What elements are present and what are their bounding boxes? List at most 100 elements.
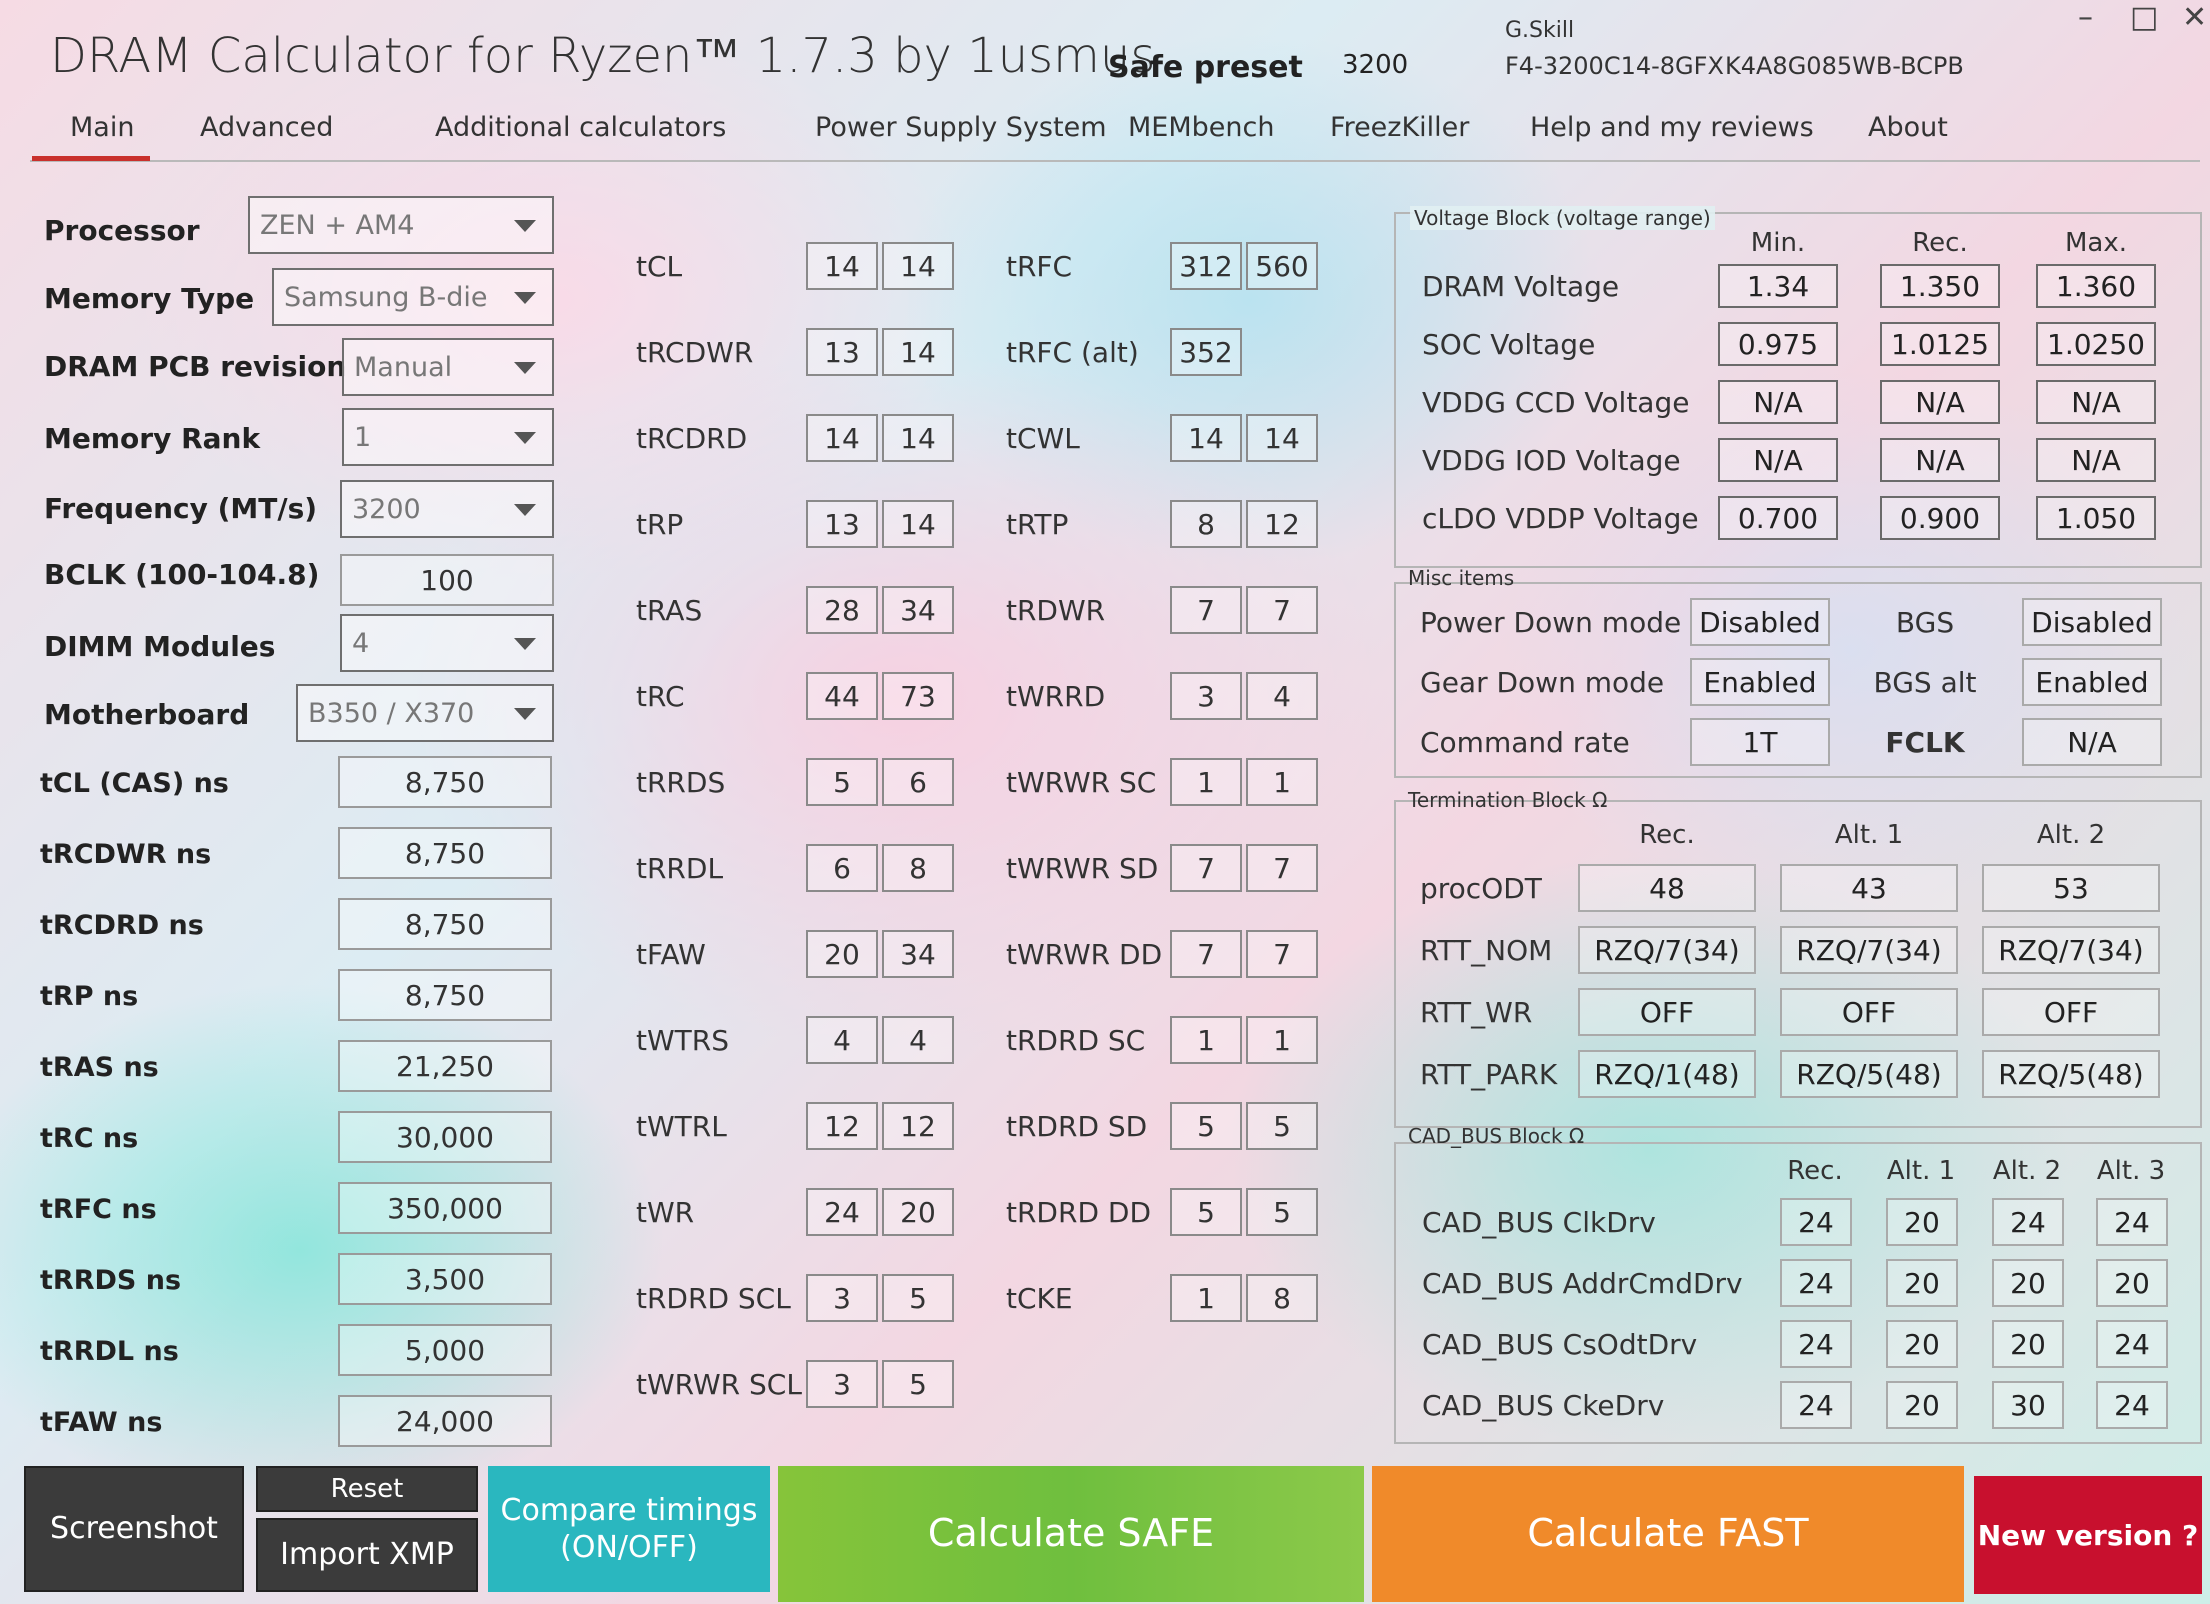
timing-value-b[interactable]: 4 [1246, 672, 1318, 720]
timing-value-b[interactable]: 14 [882, 500, 954, 548]
timing-value-a[interactable]: 7 [1170, 930, 1242, 978]
tab-help-reviews[interactable]: Help and my reviews [1530, 112, 1814, 143]
timing-value-a[interactable]: 20 [806, 930, 878, 978]
timing-value-a[interactable]: 12 [806, 1102, 878, 1150]
close-icon[interactable]: ✕ [2182, 0, 2208, 35]
misc-value[interactable]: 1T [1690, 718, 1830, 766]
ns-value-field[interactable]: 30,000 [338, 1111, 552, 1163]
timing-value-a[interactable]: 14 [1170, 414, 1242, 462]
cad-bus-value[interactable]: 20 [1886, 1320, 1958, 1368]
timing-value-a[interactable]: 13 [806, 500, 878, 548]
timing-value-a[interactable]: 1 [1170, 1016, 1242, 1064]
timing-value-a[interactable]: 352 [1170, 328, 1242, 376]
voltage-value[interactable]: 1.350 [1880, 264, 2000, 308]
cad-bus-value[interactable]: 20 [1886, 1259, 1958, 1307]
timing-value-a[interactable]: 5 [1170, 1188, 1242, 1236]
motherboard-select[interactable]: B350 / X370 [296, 684, 554, 742]
processor-select[interactable]: ZEN + AM4 [248, 196, 554, 254]
new-version-button[interactable]: New version ? [1974, 1476, 2202, 1594]
timing-value-a[interactable]: 28 [806, 586, 878, 634]
timing-value-b[interactable]: 34 [882, 586, 954, 634]
timing-value-b[interactable]: 4 [882, 1016, 954, 1064]
tab-main[interactable]: Main [70, 112, 135, 143]
voltage-value[interactable]: 1.34 [1718, 264, 1838, 308]
termination-value[interactable]: RZQ/1(48) [1578, 1050, 1756, 1098]
screenshot-button[interactable]: Screenshot [24, 1466, 244, 1592]
termination-value[interactable]: RZQ/7(34) [1780, 926, 1958, 974]
cad-bus-value[interactable]: 30 [1992, 1381, 2064, 1429]
frequency-select[interactable]: 3200 [340, 480, 554, 538]
timing-value-b[interactable]: 14 [882, 242, 954, 290]
timing-value-b[interactable]: 7 [1246, 586, 1318, 634]
voltage-value[interactable]: 1.0250 [2036, 322, 2156, 366]
voltage-value[interactable]: N/A [1880, 438, 2000, 482]
termination-value[interactable]: OFF [1578, 988, 1756, 1036]
reset-button[interactable]: Reset [256, 1466, 478, 1512]
timing-value-a[interactable]: 13 [806, 328, 878, 376]
ns-value-field[interactable]: 24,000 [338, 1395, 552, 1447]
timing-value-a[interactable]: 14 [806, 242, 878, 290]
timing-value-a[interactable]: 1 [1170, 1274, 1242, 1322]
timing-value-a[interactable]: 4 [806, 1016, 878, 1064]
cad-bus-value[interactable]: 20 [2096, 1259, 2168, 1307]
ns-value-field[interactable]: 8,750 [338, 898, 552, 950]
cad-bus-value[interactable]: 24 [1992, 1198, 2064, 1246]
tab-membench[interactable]: MEMbench [1128, 112, 1275, 143]
timing-value-b[interactable]: 5 [1246, 1102, 1318, 1150]
cad-bus-value[interactable]: 24 [1780, 1381, 1852, 1429]
timing-value-a[interactable]: 7 [1170, 586, 1242, 634]
bclk-input[interactable]: 100 [340, 554, 554, 606]
misc-value-2[interactable]: N/A [2022, 718, 2162, 766]
memory-type-select[interactable]: Samsung B-die [272, 268, 554, 326]
cad-bus-value[interactable]: 24 [1780, 1259, 1852, 1307]
timing-value-b[interactable]: 5 [882, 1360, 954, 1408]
voltage-value[interactable]: N/A [2036, 438, 2156, 482]
ns-value-field[interactable]: 5,000 [338, 1324, 552, 1376]
termination-value[interactable]: 48 [1578, 864, 1756, 912]
timing-value-b[interactable]: 1 [1246, 1016, 1318, 1064]
timing-value-b[interactable]: 14 [1246, 414, 1318, 462]
cad-bus-value[interactable]: 24 [2096, 1198, 2168, 1246]
timing-value-a[interactable]: 5 [806, 758, 878, 806]
termination-value[interactable]: 43 [1780, 864, 1958, 912]
timing-value-b[interactable]: 1 [1246, 758, 1318, 806]
tab-advanced[interactable]: Advanced [200, 112, 334, 143]
timing-value-b[interactable]: 8 [1246, 1274, 1318, 1322]
ns-value-field[interactable]: 350,000 [338, 1182, 552, 1234]
timing-value-b[interactable]: 34 [882, 930, 954, 978]
cad-bus-value[interactable]: 20 [1886, 1381, 1958, 1429]
timing-value-b[interactable]: 5 [882, 1274, 954, 1322]
misc-value-2[interactable]: Disabled [2022, 598, 2162, 646]
timing-value-a[interactable]: 7 [1170, 844, 1242, 892]
timing-value-b[interactable]: 14 [882, 414, 954, 462]
cad-bus-value[interactable]: 24 [1780, 1198, 1852, 1246]
tab-additional-calculators[interactable]: Additional calculators [435, 112, 727, 143]
termination-value[interactable]: 53 [1982, 864, 2160, 912]
timing-value-b[interactable]: 6 [882, 758, 954, 806]
termination-value[interactable]: OFF [1780, 988, 1958, 1036]
compare-timings-button[interactable]: Compare timings (ON/OFF) [488, 1466, 770, 1592]
timing-value-a[interactable]: 6 [806, 844, 878, 892]
timing-value-b[interactable]: 20 [882, 1188, 954, 1236]
termination-value[interactable]: OFF [1982, 988, 2160, 1036]
pcb-revision-select[interactable]: Manual [342, 338, 554, 396]
ns-value-field[interactable]: 8,750 [338, 756, 552, 808]
timing-value-b[interactable]: 7 [1246, 930, 1318, 978]
cad-bus-value[interactable]: 20 [1992, 1320, 2064, 1368]
timing-value-a[interactable]: 312 [1170, 242, 1242, 290]
calculate-fast-button[interactable]: Calculate FAST [1372, 1466, 1964, 1602]
voltage-value[interactable]: 1.050 [2036, 496, 2156, 540]
timing-value-b[interactable]: 12 [1246, 500, 1318, 548]
termination-value[interactable]: RZQ/7(34) [1578, 926, 1756, 974]
timing-value-a[interactable]: 3 [806, 1360, 878, 1408]
voltage-value[interactable]: 0.700 [1718, 496, 1838, 540]
timing-value-b[interactable]: 14 [882, 328, 954, 376]
timing-value-a[interactable]: 44 [806, 672, 878, 720]
voltage-value[interactable]: 0.975 [1718, 322, 1838, 366]
timing-value-a[interactable]: 14 [806, 414, 878, 462]
tab-about[interactable]: About [1868, 112, 1948, 143]
cad-bus-value[interactable]: 20 [1992, 1259, 2064, 1307]
cad-bus-value[interactable]: 20 [1886, 1198, 1958, 1246]
termination-value[interactable]: RZQ/7(34) [1982, 926, 2160, 974]
ns-value-field[interactable]: 8,750 [338, 969, 552, 1021]
